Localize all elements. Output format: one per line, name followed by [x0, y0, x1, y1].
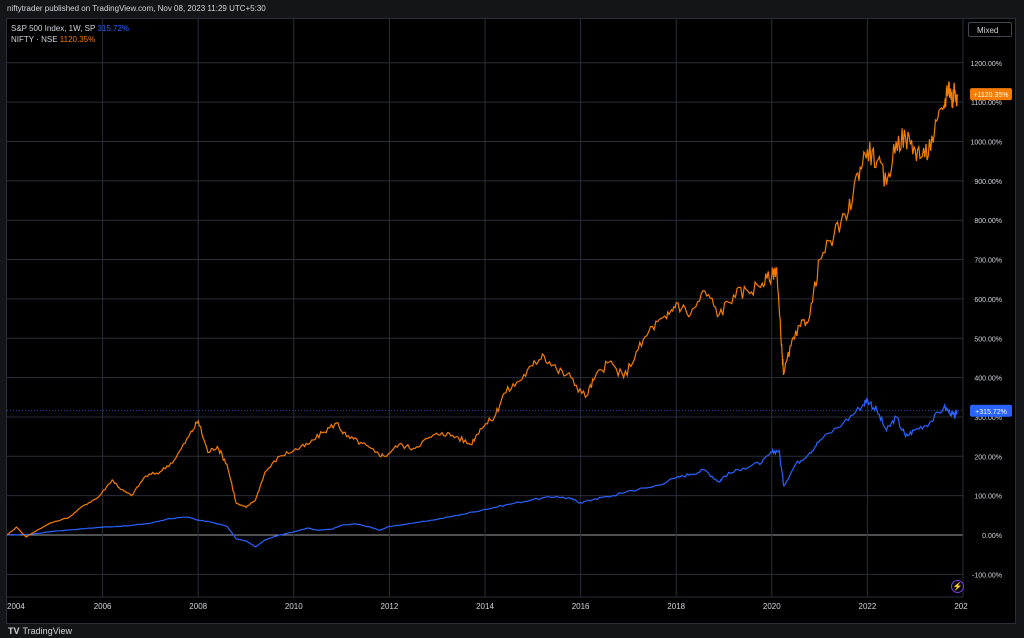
y-tick-label: 900.00%: [974, 179, 1002, 186]
legend-item-nifty[interactable]: NIFTY · NSE 1120.35%: [11, 34, 129, 45]
x-tick-label: 2012: [381, 602, 399, 611]
legend-item-sp500[interactable]: S&P 500 Index, 1W, SP 315.72%: [11, 23, 129, 34]
legend-sp500-name: S&P 500 Index, 1W, SP: [11, 24, 96, 33]
y-tick-label: -100.00%: [972, 572, 1002, 579]
published-text: niftytrader published on TradingView.com…: [7, 4, 266, 13]
x-tick-label: 2016: [572, 602, 590, 611]
lightning-icon[interactable]: ⚡: [951, 580, 964, 593]
chart-frame: [6, 18, 1016, 624]
sp500-line-badge: [970, 404, 1012, 417]
y-tick-label: 500.00%: [974, 336, 1002, 343]
footer-bar: TV TradingView: [0, 624, 1024, 638]
sp500-line-badge-label: +315.72%: [975, 409, 1007, 416]
y-tick-label: 1000.00%: [970, 140, 1002, 147]
y-tick-label: 400.00%: [974, 376, 1002, 383]
y-tick-label: 0.00%: [982, 533, 1002, 540]
nifty-line-badge: [970, 88, 1012, 101]
x-tick-label: 202: [954, 602, 968, 611]
y-tick-label: 100.00%: [974, 494, 1002, 501]
x-tick-label: 2014: [476, 602, 494, 611]
x-tick-label: 2008: [189, 602, 207, 611]
y-tick-label: 1200.00%: [970, 61, 1002, 68]
brand-name: TradingView: [22, 626, 73, 636]
y-tick-label: 300.00%: [974, 415, 1002, 422]
x-tick-label: 2020: [763, 602, 781, 611]
tv-logo-icon: TV: [8, 626, 20, 636]
chart-legend: S&P 500 Index, 1W, SP 315.72% NIFTY · NS…: [11, 23, 129, 45]
x-tick-label: 2022: [859, 602, 877, 611]
legend-sp500-value: 315.72%: [97, 24, 130, 33]
y-tick-label: 200.00%: [974, 454, 1002, 461]
y-tick-label: 1100.00%: [971, 100, 1002, 107]
nifty-line-badge-label: +1120.35%: [973, 92, 1008, 99]
x-tick-label: 2010: [285, 602, 303, 611]
scale-mode-button[interactable]: Mixed: [968, 22, 1012, 37]
nifty-line[interactable]: [6, 81, 958, 538]
sp500-line[interactable]: [6, 397, 958, 548]
x-tick-label: 2004: [7, 602, 25, 611]
publish-bar: niftytrader published on TradingView.com…: [0, 0, 1024, 18]
y-tick-label: 600.00%: [974, 297, 1002, 304]
y-tick-label: 800.00%: [974, 218, 1002, 225]
legend-nifty-value: 1120.35%: [59, 35, 96, 44]
tradingview-logo[interactable]: TV TradingView: [8, 626, 72, 636]
x-tick-label: 2006: [94, 602, 112, 611]
x-tick-label: 2018: [667, 602, 685, 611]
y-tick-label: 700.00%: [974, 258, 1002, 265]
legend-nifty-name: NIFTY · NSE: [11, 35, 58, 44]
